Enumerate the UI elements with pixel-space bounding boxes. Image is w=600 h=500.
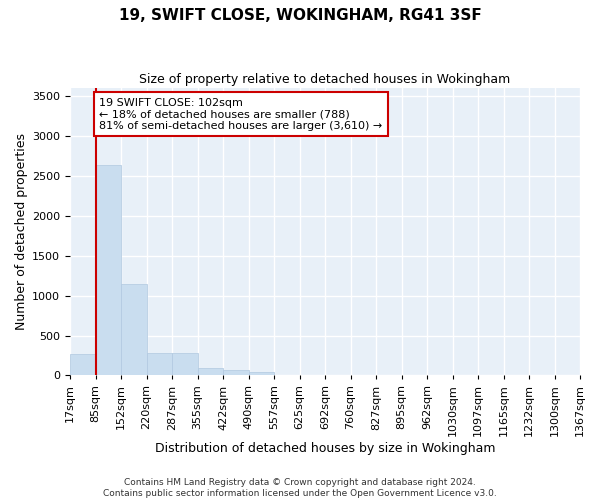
Bar: [70, 354, 95, 376]
Text: 19 SWIFT CLOSE: 102sqm
← 18% of detached houses are smaller (788)
81% of semi-de: 19 SWIFT CLOSE: 102sqm ← 18% of detached…: [100, 98, 383, 131]
Title: Size of property relative to detached houses in Wokingham: Size of property relative to detached ho…: [139, 72, 511, 86]
Text: Contains HM Land Registry data © Crown copyright and database right 2024.
Contai: Contains HM Land Registry data © Crown c…: [103, 478, 497, 498]
Bar: [197, 368, 223, 376]
X-axis label: Distribution of detached houses by size in Wokingham: Distribution of detached houses by size …: [155, 442, 495, 455]
Bar: [121, 284, 146, 376]
Bar: [95, 164, 121, 376]
Bar: [248, 372, 274, 376]
Bar: [146, 353, 172, 376]
Bar: [172, 353, 197, 376]
Y-axis label: Number of detached properties: Number of detached properties: [15, 133, 28, 330]
Bar: [223, 370, 248, 376]
Text: 19, SWIFT CLOSE, WOKINGHAM, RG41 3SF: 19, SWIFT CLOSE, WOKINGHAM, RG41 3SF: [119, 8, 481, 22]
